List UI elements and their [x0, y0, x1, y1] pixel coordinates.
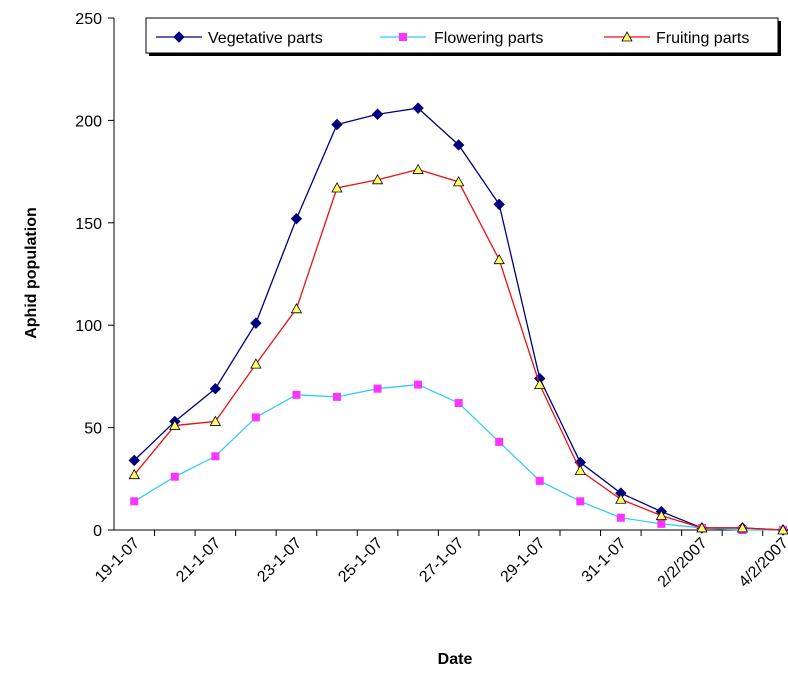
y-tick-label: 0	[93, 523, 102, 540]
legend-marker	[621, 31, 633, 42]
data-point	[495, 437, 504, 446]
data-point	[574, 464, 586, 476]
data-point	[657, 519, 666, 528]
data-point	[130, 497, 139, 506]
data-point	[251, 413, 260, 422]
y-axis-title: Aphid population	[23, 207, 40, 339]
data-point	[412, 163, 424, 174]
data-point	[331, 182, 343, 193]
y-tick-label: 100	[75, 318, 102, 335]
legend: Vegetative parts Flowering parts Fruiting …	[145, 17, 781, 56]
series-vegetative-parts	[128, 102, 788, 536]
data-point	[777, 524, 788, 535]
data-point	[454, 399, 463, 408]
data-point	[292, 390, 301, 399]
series-line	[133, 168, 784, 531]
data-point	[414, 380, 423, 389]
data-point	[209, 415, 222, 426]
data-point	[493, 198, 505, 211]
data-point	[452, 176, 465, 187]
data-point	[331, 118, 343, 131]
data-point	[616, 513, 625, 522]
data-point	[534, 378, 546, 389]
y-tick-label: 200	[75, 113, 102, 130]
series-flowering-parts	[130, 380, 787, 534]
y-tick-label: 250	[75, 11, 102, 28]
data-point	[211, 452, 220, 461]
data-point	[128, 468, 140, 480]
legend-box	[145, 17, 779, 54]
data-point	[290, 212, 303, 225]
data-point	[493, 253, 505, 265]
data-point	[250, 358, 262, 369]
legend-label: Fruiting parts	[656, 30, 749, 47]
data-point	[412, 102, 424, 114]
x-axis-title: Date	[438, 651, 473, 668]
data-point	[655, 509, 668, 521]
data-point	[250, 317, 262, 329]
data-point	[535, 476, 544, 485]
series-fruiting-parts	[128, 163, 788, 535]
x-tick-label: 27-1-07	[416, 535, 467, 586]
y-tick-label: 150	[75, 216, 102, 233]
data-point	[696, 522, 708, 533]
data-point	[170, 472, 179, 481]
legend-label: Flowering parts	[434, 30, 543, 47]
x-tick-label: 29-1-07	[498, 535, 549, 586]
x-tick-label: 21-1-07	[173, 535, 224, 586]
legend-label: Vegetative parts	[208, 30, 323, 47]
data-point	[736, 522, 749, 533]
data-point	[128, 454, 140, 467]
series-layer	[128, 102, 788, 536]
legend-marker	[173, 31, 185, 43]
x-tick-label: 19-1-07	[92, 535, 143, 586]
data-point	[169, 419, 181, 430]
data-point	[371, 108, 384, 120]
x-tick-label: 4/2/2007	[736, 535, 788, 591]
data-point	[333, 392, 341, 401]
series-line	[133, 107, 784, 531]
data-point	[615, 493, 627, 504]
axes: 0 50 100 150 200 250 19-1-07 21-1-07 23-1-07 25-1…	[75, 11, 788, 591]
data-point	[452, 139, 465, 151]
data-point	[290, 302, 303, 314]
data-point	[576, 497, 585, 506]
y-tick-label: 50	[84, 421, 102, 438]
x-tick-label: 2/2/2007	[655, 535, 711, 591]
x-tick-label: 23-1-07	[254, 535, 305, 586]
data-point	[373, 384, 382, 393]
legend-marker	[399, 33, 407, 41]
x-tick-label: 25-1-07	[335, 535, 386, 586]
data-point	[371, 173, 384, 185]
x-tick-label: 31-1-07	[579, 535, 630, 586]
data-point	[209, 382, 222, 395]
